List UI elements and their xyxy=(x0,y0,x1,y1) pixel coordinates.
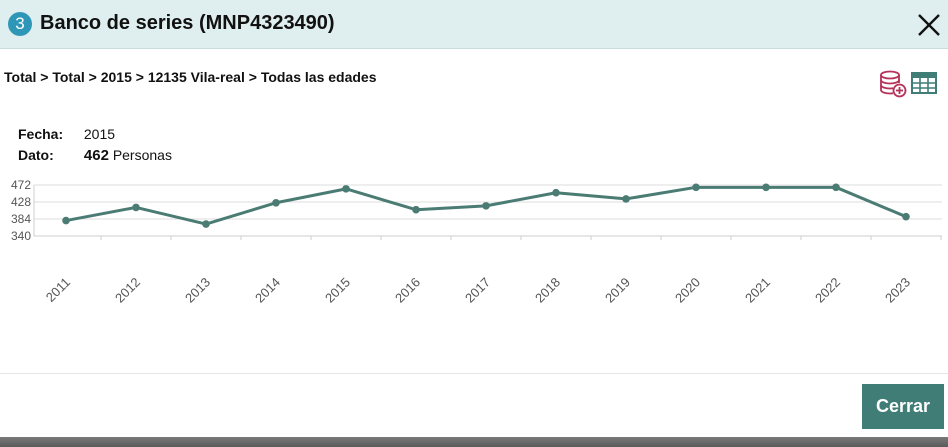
data-point xyxy=(552,188,560,197)
x-tick-label: 2015 xyxy=(322,275,353,306)
dato-label: Dato: xyxy=(18,147,54,163)
x-tick-label: 2020 xyxy=(672,275,703,306)
data-point xyxy=(692,183,700,192)
info-panel: Fecha: 2015 Dato: 462 Personas xyxy=(18,126,172,168)
database-add-icon[interactable] xyxy=(879,70,907,98)
y-tick-label: 428 xyxy=(11,195,31,209)
data-point xyxy=(762,183,770,192)
x-tick-label: 2014 xyxy=(252,275,283,306)
window-bottom-edge xyxy=(0,437,948,447)
data-point xyxy=(342,185,350,193)
data-point xyxy=(902,212,910,221)
dato-row: Dato: 462 Personas xyxy=(18,147,172,168)
data-point xyxy=(62,216,70,225)
y-tick-label: 384 xyxy=(11,212,31,226)
x-tick-label: 2021 xyxy=(742,275,773,306)
x-tick-label: 2019 xyxy=(602,275,633,306)
toolbar xyxy=(879,70,939,98)
data-point xyxy=(202,220,210,228)
step-badge: 3 xyxy=(8,12,32,36)
x-tick-label: 2022 xyxy=(812,275,843,306)
dato-value: 462 xyxy=(83,147,109,164)
fecha-row: Fecha: 2015 xyxy=(18,126,172,147)
breadcrumb: Total > Total > 2015 > 12135 Vila-real >… xyxy=(4,69,377,85)
x-tick-label: 2017 xyxy=(462,275,493,306)
footer-divider xyxy=(0,373,948,374)
data-point xyxy=(132,203,140,212)
data-point xyxy=(832,183,840,192)
data-point xyxy=(482,202,490,210)
close-icon[interactable] xyxy=(916,12,942,38)
close-button[interactable]: Cerrar xyxy=(862,384,944,429)
dialog-title: Banco de series (MNP4323490) xyxy=(40,12,335,34)
x-tick-label: 2012 xyxy=(112,275,143,306)
x-tick-label: 2023 xyxy=(882,275,913,306)
x-tick-label: 2018 xyxy=(532,275,563,306)
dialog-header: 3 Banco de series (MNP4323490) xyxy=(0,0,948,49)
table-icon[interactable] xyxy=(911,71,937,95)
line-chart: 472 428 384 340 2011 2012 2013 2014 2015 2016 2017… xyxy=(11,178,942,306)
x-tick-label: 2016 xyxy=(392,275,423,306)
data-point xyxy=(622,195,630,203)
x-tick-label: 2013 xyxy=(182,275,213,306)
data-point xyxy=(412,205,420,214)
y-tick-label: 472 xyxy=(11,178,31,192)
y-tick-label: 340 xyxy=(11,229,31,243)
x-tick-label: 2011 xyxy=(43,275,73,305)
dato-unit: Personas xyxy=(112,147,172,163)
data-point xyxy=(272,198,280,207)
fecha-value: 2015 xyxy=(83,126,116,142)
fecha-label: Fecha: xyxy=(18,126,64,142)
